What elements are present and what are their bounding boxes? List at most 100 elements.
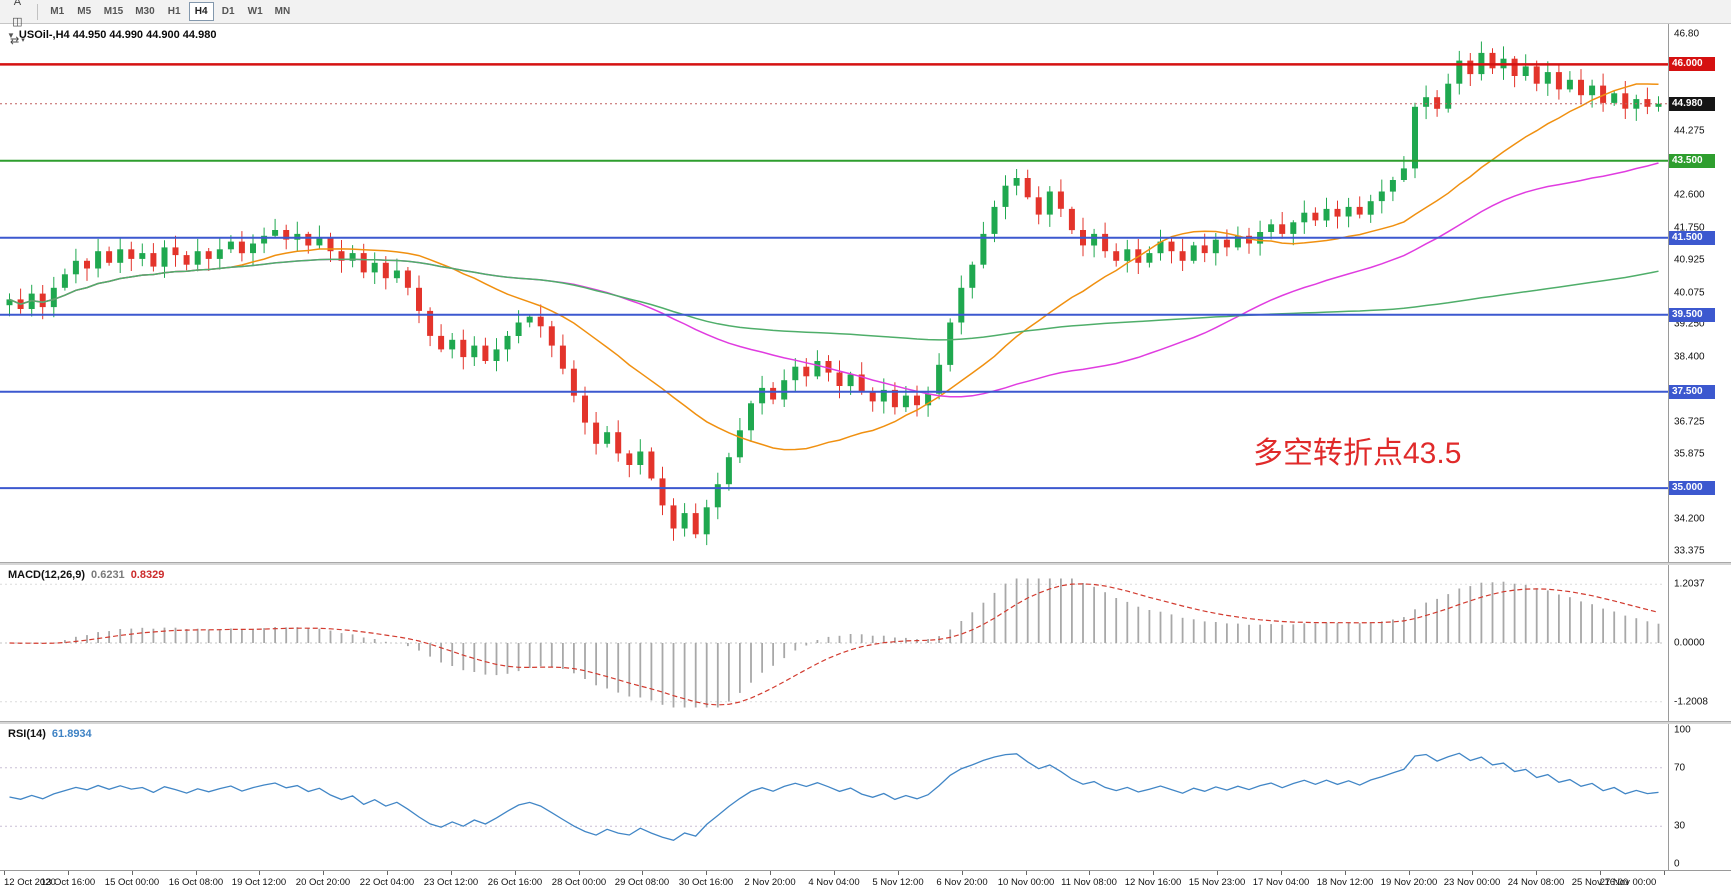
template-icon[interactable]: ◫ <box>12 15 23 28</box>
time-axis-label: 26 Oct 16:00 <box>487 877 543 888</box>
timeframe-button-m15[interactable]: M15 <box>103 6 124 17</box>
time-tick <box>1153 871 1154 875</box>
time-axis-label: 18 Nov 12:00 <box>1316 877 1374 888</box>
macd-signal-value: 0.8329 <box>130 569 165 581</box>
time-axis-label: 29 Oct 08:00 <box>614 877 670 888</box>
hline-price-badge: 39.500 <box>1669 307 1715 322</box>
collapse-arrow-icon[interactable]: ▼ <box>7 31 15 40</box>
price-axis-label: 34.200 <box>1674 513 1705 525</box>
rsi-title-text: RSI(14) <box>8 728 46 740</box>
cycle-settings-icon[interactable]: ⇄ ▾ <box>10 34 25 47</box>
time-tick <box>259 871 260 875</box>
time-axis[interactable]: 12 Oct 2020 13 Oct 16:00 15 Oct 00:00 16 Oc… <box>0 870 1731 893</box>
candlesticks[interactable] <box>6 41 1662 546</box>
timeframe-button-m30[interactable]: M30 <box>135 6 155 17</box>
time-tick <box>1345 871 1346 875</box>
timeframe-button-w1[interactable]: W1 <box>247 6 263 17</box>
time-tick <box>323 871 324 875</box>
time-axis-label: 27 Nov 00:00 <box>1599 877 1657 888</box>
macd-title-text: MACD(12,26,9) <box>8 569 86 581</box>
ma-line-slow <box>9 258 1659 341</box>
time-tick <box>451 871 452 875</box>
time-axis-label: 30 Oct 16:00 <box>678 877 734 888</box>
time-axis-label: 25 Nov 16:00 <box>1571 877 1629 888</box>
chart-annotation-text[interactable]: 多空转折点43.5 <box>1253 437 1462 470</box>
ma-line-mid <box>9 162 1659 398</box>
time-tick <box>898 871 899 875</box>
rsi-value: 61.8934 <box>51 728 92 740</box>
macd-histogram <box>19 578 1660 708</box>
time-tick <box>706 871 707 875</box>
timeframe-button-h1[interactable]: H1 <box>167 6 181 17</box>
timeframe-button-d1[interactable]: D1 <box>221 6 235 17</box>
hline-price-badge: 43.500 <box>1669 153 1715 168</box>
timeframe-button-h4[interactable]: H4 <box>188 2 214 21</box>
macd-axis-label: 1.2037 <box>1674 578 1705 590</box>
time-tick <box>196 871 197 875</box>
time-axis-label: 20 Oct 20:00 <box>295 877 351 888</box>
time-tick <box>962 871 963 875</box>
rsi-axis-label: 70 <box>1674 762 1686 774</box>
time-axis-label: 17 Nov 04:00 <box>1252 877 1310 888</box>
price-axis-label: 40.075 <box>1674 287 1705 299</box>
time-axis-label: 23 Nov 00:00 <box>1443 877 1501 888</box>
timeframe-button-m5[interactable]: M5 <box>77 6 92 17</box>
chevron-down-icon: ▾ <box>21 37 25 44</box>
time-tick <box>770 871 771 875</box>
time-tick <box>834 871 835 875</box>
price-axis-label: 46.80 <box>1674 28 1700 40</box>
price-axis-label: 39.250 <box>1674 318 1705 330</box>
time-axis-label: 19 Nov 20:00 <box>1380 877 1438 888</box>
time-axis-label: 5 Nov 12:00 <box>872 877 924 888</box>
time-tick <box>1409 871 1410 875</box>
hline-price-badge: 46.000 <box>1669 57 1715 72</box>
time-tick <box>1472 871 1473 875</box>
time-axis-label: 15 Oct 00:00 <box>104 877 160 888</box>
macd-axis-label: 0.0000 <box>1674 637 1705 649</box>
chart-ohlc-title: ▼ USOil-,H4 44.950 44.990 44.900 44.980 <box>7 29 216 41</box>
time-axis-label: 16 Oct 08:00 <box>168 877 224 888</box>
time-axis-label: 28 Oct 00:00 <box>551 877 607 888</box>
price-scale-border <box>1668 24 1669 893</box>
time-axis-label: 15 Nov 23:00 <box>1188 877 1246 888</box>
price-axis-label: 38.400 <box>1674 351 1705 363</box>
time-tick <box>1600 871 1601 875</box>
time-axis-label: 22 Oct 04:00 <box>359 877 415 888</box>
time-axis-label: 4 Nov 04:00 <box>808 877 860 888</box>
rsi-axis-label: 30 <box>1674 820 1686 832</box>
timeframe-button-group: M1 M5 M15 M30 H1 H4 D1 W1 MN <box>44 2 296 21</box>
time-tick <box>1217 871 1218 875</box>
timeframe-button-m1[interactable]: M1 <box>50 6 65 17</box>
macd-main-value: 0.6231 <box>91 569 125 581</box>
panel-divider-macd[interactable] <box>0 562 1731 565</box>
time-tick <box>1536 871 1537 875</box>
price-axis-label: 36.725 <box>1674 416 1705 428</box>
price-axis-label: 40.925 <box>1674 254 1705 266</box>
timeframe-button-mn[interactable]: MN <box>274 6 291 17</box>
macd-signal-line <box>9 583 1659 706</box>
price-axis-label: 41.750 <box>1674 222 1705 234</box>
time-axis-label: 2 Nov 20:00 <box>744 877 796 888</box>
time-axis-label: 23 Oct 12:00 <box>423 877 479 888</box>
ohlc-title-text: USOil-,H4 44.950 44.990 44.900 44.980 <box>18 29 217 41</box>
time-tick <box>1089 871 1090 875</box>
hline-price-badge: 35.000 <box>1669 481 1715 496</box>
time-axis-label: 13 Oct 16:00 <box>40 877 96 888</box>
time-tick <box>132 871 133 875</box>
time-axis-label: 24 Nov 08:00 <box>1507 877 1565 888</box>
rsi-axis-label: 0 <box>1674 858 1680 870</box>
hline-price-badge: 37.500 <box>1669 384 1715 399</box>
time-tick <box>579 871 580 875</box>
time-tick <box>387 871 388 875</box>
time-tick <box>642 871 643 875</box>
current-price-badge: 44.980 <box>1669 96 1715 111</box>
text-tool-icon[interactable]: A <box>13 0 22 8</box>
time-tick <box>1664 871 1665 875</box>
time-tick <box>1026 871 1027 875</box>
time-tick <box>515 871 516 875</box>
toolbar-icon-group: ▤A◫⇄▾ <box>4 0 31 50</box>
panel-divider-rsi[interactable] <box>0 721 1731 724</box>
toolbar-separator <box>36 3 38 20</box>
